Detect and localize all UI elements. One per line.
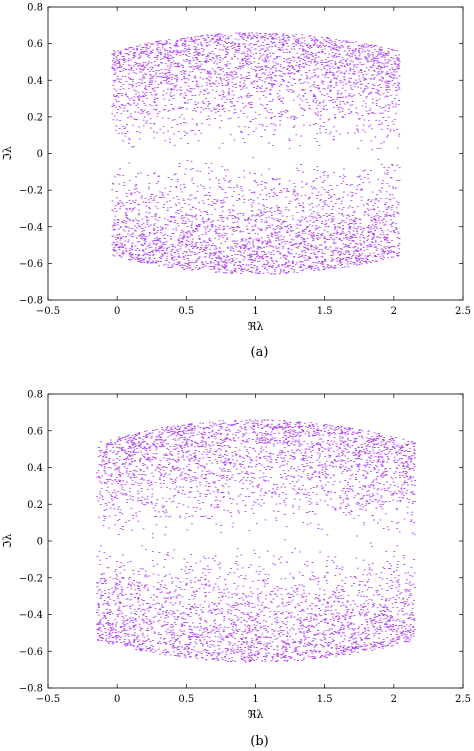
ticks-a: −0.5 0 0.5 1 1.5 2 2.5 −0.8 −0.6 −0.4 −0.2 0 0.2 0.4 0…: [19, 3, 471, 318]
ticks-b: −0.5 0 0.5 1 1.5 2 2.5 −0.8 −0.6 −0.4 −0.2 0 0.2 0.4 0…: [19, 390, 471, 706]
x-tick-label: −0.5: [36, 306, 60, 317]
panel-caption-a: (a): [251, 345, 269, 360]
x-tick-label: 1: [252, 694, 258, 705]
x-tick-label: 2: [391, 694, 397, 705]
x-tick-label: 0: [114, 694, 120, 705]
scatter-points-b: [95, 419, 416, 663]
y-tick-label: 0.4: [27, 463, 43, 474]
panel-caption-b: (b): [250, 734, 268, 749]
x-tick-label: −0.5: [36, 694, 60, 705]
x-tick-label: 2.5: [455, 694, 471, 705]
y-tick-label: −0.4: [19, 222, 43, 233]
panel-a: −0.5 0 0.5 1 1.5 2 2.5 −0.8 −0.6 −0.4 −0.2 0 0.2 0.4 0…: [1, 3, 471, 361]
y-tick-label: 0.2: [27, 112, 43, 123]
y-tick-label: 0.2: [27, 500, 43, 511]
x-axis-label-b: ℜλ: [248, 708, 264, 721]
scatter-point-cloud: [95, 419, 416, 663]
y-tick-label: 0.6: [27, 426, 43, 437]
x-tick-label: 0.5: [178, 306, 194, 317]
x-tick-label: 1.5: [317, 694, 333, 705]
plot-frame-a: [47, 6, 464, 301]
x-tick-label: 0: [114, 306, 120, 317]
y-axis-label-b: ℑλ: [1, 534, 14, 549]
y-tick-label: −0.4: [19, 610, 43, 621]
y-tick-label: −0.2: [19, 186, 43, 197]
y-tick-label: 0: [37, 149, 43, 160]
scatter-points-a: [111, 32, 401, 275]
x-tick-label: 2.5: [455, 306, 471, 317]
panel-b: −0.5 0 0.5 1 1.5 2 2.5 −0.8 −0.6 −0.4 −0.2 0 0.2 0.4 0…: [1, 390, 471, 750]
y-tick-label: 0: [37, 537, 43, 548]
y-tick-label: 0.8: [27, 3, 43, 14]
plot-frame-b: [47, 393, 464, 689]
y-tick-label: 0.8: [27, 390, 43, 401]
y-tick-label: −0.8: [19, 684, 43, 695]
x-tick-label: 1: [252, 306, 258, 317]
x-tick-label: 0.5: [178, 694, 194, 705]
y-tick-label: 0.6: [27, 39, 43, 50]
y-tick-label: 0.4: [27, 76, 43, 87]
x-axis-label-a: ℜλ: [248, 320, 264, 333]
x-tick-label: 2: [391, 306, 397, 317]
y-tick-label: −0.6: [19, 647, 43, 658]
y-axis-label-a: ℑλ: [1, 146, 14, 161]
y-tick-label: −0.8: [19, 296, 43, 307]
x-tick-label: 1.5: [317, 306, 333, 317]
y-tick-label: −0.2: [19, 573, 43, 584]
scatter-point-cloud: [111, 32, 401, 275]
y-tick-label: −0.6: [19, 259, 43, 270]
